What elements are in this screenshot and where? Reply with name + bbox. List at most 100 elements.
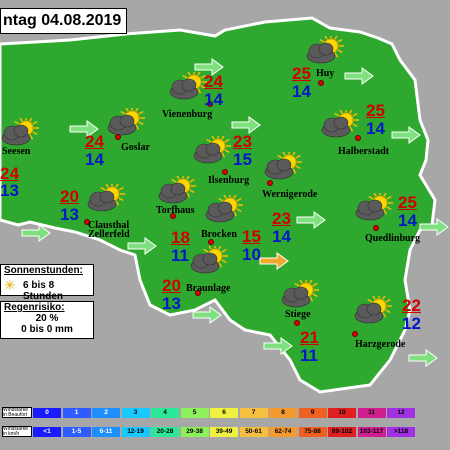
beaufort-cell: 5 bbox=[180, 408, 209, 418]
partly-cloudy-icon bbox=[355, 193, 393, 221]
city-name: Seesen bbox=[2, 146, 31, 157]
beaufort-cell: 3 bbox=[121, 408, 150, 418]
min-temperature: 15 bbox=[233, 150, 252, 169]
partly-cloudy-icon bbox=[190, 246, 228, 274]
wind-arrow-icon bbox=[263, 337, 293, 355]
max-temperature: 24 bbox=[85, 132, 104, 151]
city-marker bbox=[208, 239, 214, 245]
wind-arrow-icon bbox=[21, 224, 51, 242]
min-temperature: 13 bbox=[162, 294, 181, 313]
city-marker bbox=[294, 320, 300, 326]
beaufort-cell: 1 bbox=[62, 408, 91, 418]
wind-arrow-icon bbox=[69, 120, 99, 138]
partly-cloudy-icon bbox=[193, 136, 231, 164]
wind-arrow-icon bbox=[391, 126, 421, 144]
beaufort-cell: 10 bbox=[328, 408, 356, 418]
beaufort-cell: 11 bbox=[357, 408, 386, 418]
partly-cloudy-icon bbox=[281, 280, 319, 308]
min-temperature: 13 bbox=[60, 205, 79, 224]
partly-cloudy-icon bbox=[1, 118, 39, 146]
kmh-cell: 62-74 bbox=[269, 427, 297, 437]
max-temperature: 25 bbox=[398, 193, 417, 212]
city-marker bbox=[207, 101, 213, 107]
min-temperature: 13 bbox=[0, 181, 19, 200]
wind-arrow-icon bbox=[192, 306, 222, 324]
max-temperature: 18 bbox=[171, 228, 190, 247]
kmh-cell: 29-38 bbox=[180, 427, 209, 437]
beaufort-cell: 4 bbox=[151, 408, 179, 418]
city-name: Harzgerode bbox=[355, 339, 406, 350]
sunshine-heading: Sonnenstunden: bbox=[4, 265, 83, 276]
min-temperature: 14 bbox=[366, 119, 385, 138]
sunshine-box: Sonnenstunden: ✳ 6 bis 8 Stunden bbox=[0, 264, 94, 302]
max-temperature: 25 bbox=[292, 64, 311, 83]
wind-arrow-icon bbox=[127, 237, 157, 255]
rain-box: Regenrisiko: 20 % 0 bis 0 mm bbox=[0, 301, 94, 339]
max-temperature: 20 bbox=[162, 276, 181, 295]
min-temperature: 14 bbox=[272, 227, 291, 246]
city-name: Halberstadt bbox=[338, 146, 390, 157]
wind-arrow-icon bbox=[344, 67, 374, 85]
min-temperature: 14 bbox=[398, 211, 417, 230]
max-temperature: 15 bbox=[242, 227, 261, 246]
city-marker bbox=[352, 331, 358, 337]
partly-cloudy-icon bbox=[306, 36, 344, 64]
wind-arrow-icon bbox=[259, 252, 289, 270]
max-temperature: 23 bbox=[272, 209, 291, 228]
kmh-cell: 12-19 bbox=[121, 427, 150, 437]
wind-arrow-icon bbox=[419, 218, 449, 236]
partly-cloudy-icon bbox=[264, 152, 302, 180]
partly-cloudy-icon bbox=[205, 195, 243, 223]
city-marker bbox=[170, 213, 176, 219]
min-temperature: 12 bbox=[402, 314, 421, 333]
partly-cloudy-icon bbox=[107, 108, 145, 136]
city-name: Torfhaus bbox=[156, 205, 195, 216]
kmh-cell: 75-88 bbox=[298, 427, 327, 437]
city-name: Ilsenburg bbox=[208, 175, 250, 186]
wind-legend-label-kmh: Windstärke in km/h bbox=[2, 426, 32, 437]
kmh-cell: 39-49 bbox=[210, 427, 238, 437]
wind-arrow-icon bbox=[296, 211, 326, 229]
wind-arrow-icon bbox=[194, 58, 224, 76]
max-temperature: 24 bbox=[0, 164, 19, 183]
city-name: Goslar bbox=[121, 142, 150, 153]
max-temperature: 20 bbox=[60, 187, 79, 206]
beaufort-cell: 9 bbox=[298, 408, 327, 418]
city-name: Brocken bbox=[201, 229, 237, 240]
city-name: Huy bbox=[316, 68, 335, 79]
city-marker bbox=[373, 225, 379, 231]
min-temperature: 14 bbox=[292, 82, 311, 101]
city-name: Vienenburg bbox=[162, 109, 213, 120]
city-name: Stiege bbox=[285, 309, 311, 320]
wind-arrow-icon bbox=[408, 349, 438, 367]
beaufort-cell: 12 bbox=[387, 408, 415, 418]
partly-cloudy-icon bbox=[169, 72, 207, 100]
city-name: Wernigerode bbox=[262, 189, 318, 200]
city-marker bbox=[267, 180, 273, 186]
kmh-cell: <1 bbox=[33, 427, 61, 437]
city-name: Quedlinburg bbox=[365, 233, 421, 244]
min-temperature: 10 bbox=[242, 245, 261, 264]
city-marker bbox=[222, 169, 228, 175]
sun-icon: ✳ bbox=[4, 277, 16, 293]
beaufort-cell: 2 bbox=[92, 408, 120, 418]
wind-legend-label-beaufort: Windstärke in Beaufort bbox=[2, 407, 32, 418]
sunshine-value: 6 bis 8 Stunden bbox=[23, 280, 63, 302]
max-temperature: 21 bbox=[300, 328, 319, 347]
city-name: Clausthal Zellerfeld bbox=[88, 220, 130, 240]
min-temperature: 14 bbox=[85, 150, 104, 169]
city-marker bbox=[84, 219, 90, 225]
max-temperature: 25 bbox=[366, 101, 385, 120]
kmh-cell: 103-117 bbox=[357, 427, 386, 437]
kmh-cell: >118 bbox=[387, 427, 415, 437]
max-temperature: 23 bbox=[233, 132, 252, 151]
city-name: Braunlage bbox=[186, 283, 231, 294]
kmh-cell: 50-61 bbox=[239, 427, 268, 437]
max-temperature: 22 bbox=[402, 296, 421, 315]
kmh-cell: 1-5 bbox=[62, 427, 91, 437]
city-marker bbox=[115, 134, 121, 140]
rain-percent: 20 % bbox=[35, 313, 59, 324]
wind-arrow-icon bbox=[231, 116, 261, 134]
page-title: ntag 04.08.2019 bbox=[0, 8, 127, 34]
